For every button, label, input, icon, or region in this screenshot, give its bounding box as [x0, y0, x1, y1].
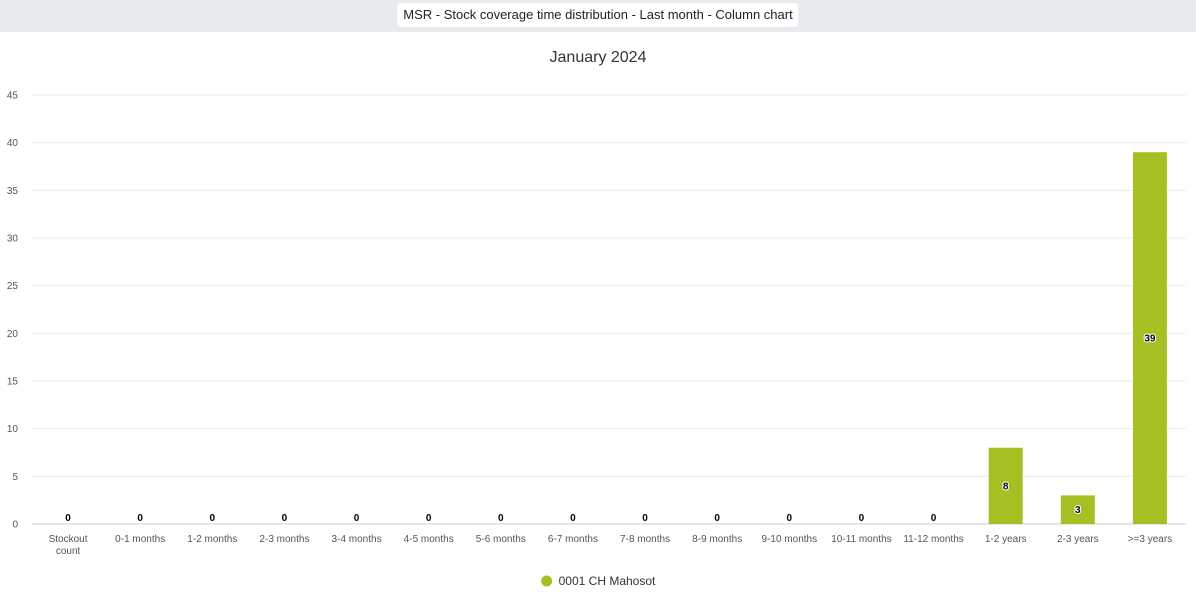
x-tick-label: 1-2 years [985, 534, 1027, 545]
x-tick-label: 1-2 months [187, 534, 237, 545]
bar-data-label: 0 [210, 513, 216, 524]
chart-legend[interactable]: 0001 CH Mahosot [541, 574, 656, 588]
bar-data-label: 0 [714, 513, 720, 524]
chart-bars: 0 0 0 0 0 0 0 0 0 0 0 0 0 8 3 39 [64, 152, 1167, 525]
bar-data-label: 8 [1003, 481, 1009, 492]
x-tick-label: 5-6 months [476, 534, 526, 545]
bar-data-label: 0 [137, 513, 143, 524]
y-tick-label: 10 [7, 424, 19, 435]
bar[interactable] [988, 447, 1023, 524]
x-tick-label: 3-4 months [332, 534, 382, 545]
x-axis: Stockout count 0-1 months 1-2 months 2-3 mon… [49, 534, 1173, 557]
x-tick-label: 4-5 months [404, 534, 454, 545]
y-tick-label: 25 [7, 281, 19, 292]
y-tick-label: 35 [7, 186, 19, 197]
bar-data-label: 0 [931, 513, 937, 524]
y-tick-label: 30 [7, 234, 19, 245]
bar-data-label: 0 [354, 513, 360, 524]
bar-data-label: 0 [787, 513, 793, 524]
bar-data-label: 0 [282, 513, 288, 524]
y-tick-label: 40 [7, 138, 19, 149]
bar-data-label: 0 [498, 513, 504, 524]
report-title: MSR - Stock coverage time distribution -… [397, 3, 799, 27]
bar-data-label: 0 [426, 513, 432, 524]
x-tick-label: 6-7 months [548, 534, 598, 545]
y-tick-label: 20 [7, 329, 19, 340]
bar-data-label: 3 [1075, 505, 1081, 516]
bar[interactable] [1132, 152, 1167, 524]
bar-data-label: 0 [570, 513, 576, 524]
x-tick-label: 9-10 months [762, 534, 818, 545]
x-tick-label: 8-9 months [692, 534, 742, 545]
bar-data-label: 0 [65, 513, 71, 524]
y-tick-label: 5 [12, 472, 18, 483]
x-tick-label: Stockout count [49, 534, 88, 557]
chart-gridlines [32, 94, 1186, 525]
chart-title: January 2024 [550, 49, 647, 66]
x-tick-label: 10-11 months [831, 534, 891, 545]
bar[interactable] [1060, 495, 1095, 524]
y-tick-label: 15 [7, 377, 19, 388]
legend-marker [541, 575, 553, 587]
x-tick-label: 0-1 months [115, 534, 165, 545]
bar-data-label: 39 [1144, 334, 1156, 345]
x-tick-label: 7-8 months [620, 534, 670, 545]
y-tick-label: 45 [7, 91, 19, 102]
bar-data-label: 0 [859, 513, 865, 524]
x-tick-label: 11-12 months [903, 534, 963, 545]
report-header-bar: MSR - Stock coverage time distribution -… [0, 0, 1196, 32]
legend-label: 0001 CH Mahosot [559, 574, 656, 588]
x-tick-label: >=3 years [1128, 534, 1172, 545]
x-tick-label: 2-3 months [259, 534, 309, 545]
bar-data-label: 0 [642, 513, 648, 524]
y-tick-label: 0 [12, 520, 18, 531]
x-tick-label: 2-3 years [1057, 534, 1099, 545]
y-axis: 0 5 10 15 20 25 30 35 40 45 [7, 91, 19, 531]
